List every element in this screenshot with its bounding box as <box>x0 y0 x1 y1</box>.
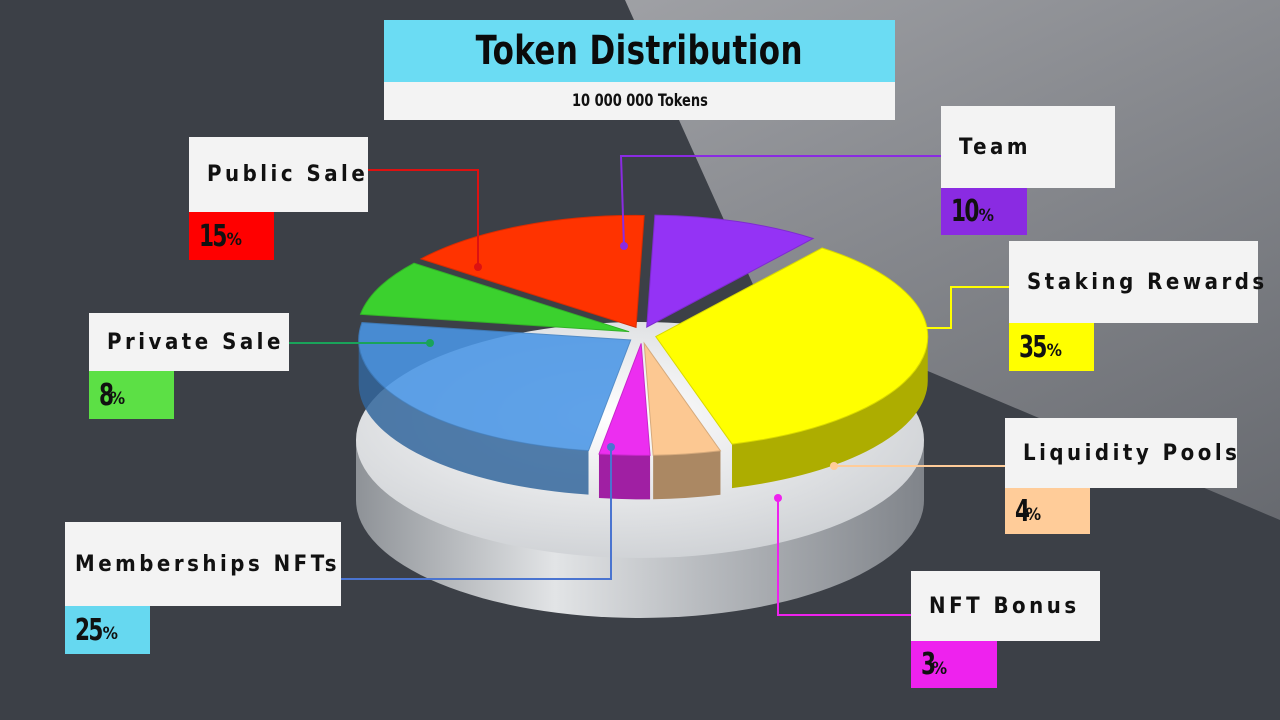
label-staking-rewards-text: Staking Rewards <box>1027 269 1268 295</box>
label-nft-bonus-text: NFT Bonus <box>929 593 1080 619</box>
label-private-sale-text: Private Sale <box>107 329 284 355</box>
label-memberships-nfts-text: Memberships NFTs <box>75 551 341 577</box>
pct-public-sale: 15% <box>189 212 274 260</box>
leader-dot-team <box>620 242 628 250</box>
pct-team-unit: % <box>978 205 994 226</box>
pct-private-sale: 8% <box>89 371 174 419</box>
pct-nft-bonus-unit: % <box>931 658 948 679</box>
leader-line-team <box>619 155 941 247</box>
pct-private-sale-unit: % <box>109 389 126 409</box>
pct-team-value: 10 <box>951 194 979 229</box>
pct-staking-rewards-value: 35 <box>1019 329 1047 365</box>
leader-line-public <box>368 169 479 267</box>
pct-memberships-nfts-unit: % <box>102 624 118 644</box>
slice-private-sale <box>359 262 630 333</box>
chart-title: Token Distribution <box>384 20 895 82</box>
pct-nft-bonus-value: 3 <box>921 647 936 682</box>
label-liquidity-pools: Liquidity Pools <box>1005 418 1237 488</box>
label-private-sale: Private Sale <box>89 313 289 371</box>
leader-line-nft-bonus <box>777 498 911 616</box>
pct-public-sale-unit: % <box>226 230 242 250</box>
leader-line-staking <box>905 286 1009 329</box>
slice-side-nft-bonus <box>598 454 651 500</box>
pct-private-sale-value: 8 <box>99 377 114 413</box>
pct-liquidity-pools-value: 4 <box>1015 493 1030 529</box>
leader-line-memberships <box>341 447 612 580</box>
pct-team: 10% <box>941 188 1027 235</box>
leader-dot-private <box>426 339 434 347</box>
label-nft-bonus: NFT Bonus <box>911 571 1100 641</box>
slice-team <box>646 214 815 328</box>
pct-liquidity-pools-unit: % <box>1025 505 1042 525</box>
chart-subtitle: 10 000 000 Tokens <box>384 82 895 120</box>
slice-nft-bonus <box>598 343 651 456</box>
slice-public-sale <box>419 214 645 329</box>
leader-dot-staking <box>901 324 909 332</box>
pct-liquidity-pools: 4% <box>1005 488 1090 534</box>
slice-side-liquidity-pools <box>653 450 721 500</box>
slice-memberships-nfts <box>358 322 632 452</box>
label-staking-rewards: Staking Rewards <box>1009 241 1264 323</box>
slice-staking-rewards <box>655 247 929 445</box>
slice-side-staking-rewards <box>732 336 928 489</box>
leader-dot-nft-bonus <box>774 494 782 502</box>
chart-subtitle-text: 10 000 000 Tokens <box>571 91 708 111</box>
label-liquidity-pools-text: Liquidity Pools <box>1023 440 1241 466</box>
leader-dot-liquidity <box>830 462 838 470</box>
pct-memberships-nfts: 25% <box>65 606 150 654</box>
pct-staking-rewards: 35% <box>1009 323 1094 371</box>
pct-public-sale-value: 15 <box>199 218 227 254</box>
pct-memberships-nfts-value: 25 <box>75 612 103 648</box>
slice-side-memberships-nfts <box>358 339 589 495</box>
leader-dot-public <box>474 263 482 271</box>
label-memberships-nfts: Memberships NFTs <box>65 522 341 606</box>
label-public-sale: Public Sale <box>189 137 368 212</box>
chart-title-text: Token Distribution <box>475 28 804 74</box>
pct-nft-bonus: 3% <box>911 641 997 688</box>
leader-dot-memberships <box>607 443 615 451</box>
label-team: Team <box>941 106 1115 188</box>
pct-staking-rewards-unit: % <box>1046 341 1062 361</box>
slice-liquidity-pools <box>643 341 722 456</box>
label-public-sale-text: Public Sale <box>207 162 369 187</box>
label-team-text: Team <box>959 134 1031 160</box>
